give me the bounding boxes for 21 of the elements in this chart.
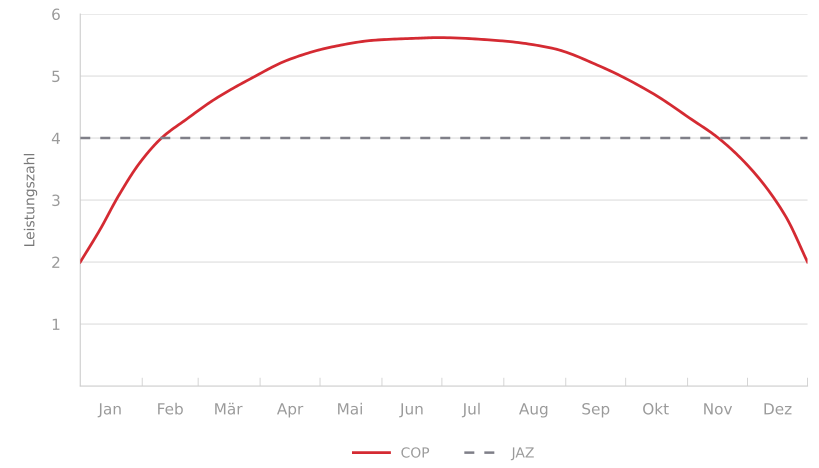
y-axis-title: Leistungszahl (24, 154, 38, 246)
y-tick-label: 4 (52, 132, 60, 144)
legend-label: JAZ (510, 447, 534, 460)
y-tick-label: 6 (52, 8, 60, 20)
x-tick-label: Okt (643, 402, 669, 415)
x-tick-label: Jul (462, 402, 480, 418)
x-tick-label: Mai (338, 402, 362, 415)
x-tick-label: Sep (582, 403, 610, 418)
x-tick-label: Jan (98, 403, 121, 418)
x-tick-label: Mär (215, 402, 243, 415)
y-tick-label: 2 (52, 256, 60, 268)
y-tick-label: 3 (52, 194, 60, 206)
x-tick-label: Feb (158, 402, 183, 415)
legend-label: COP (401, 447, 430, 458)
x-tick-label: Jun (399, 403, 423, 418)
x-tick-label: Apr (276, 403, 304, 418)
x-tick-label: Nov (704, 403, 732, 415)
y-tick-label: 1 (52, 318, 60, 330)
y-tick-label: 5 (52, 70, 60, 82)
x-tick-label: Aug (519, 403, 548, 418)
x-tick-label: Dez (764, 403, 792, 415)
